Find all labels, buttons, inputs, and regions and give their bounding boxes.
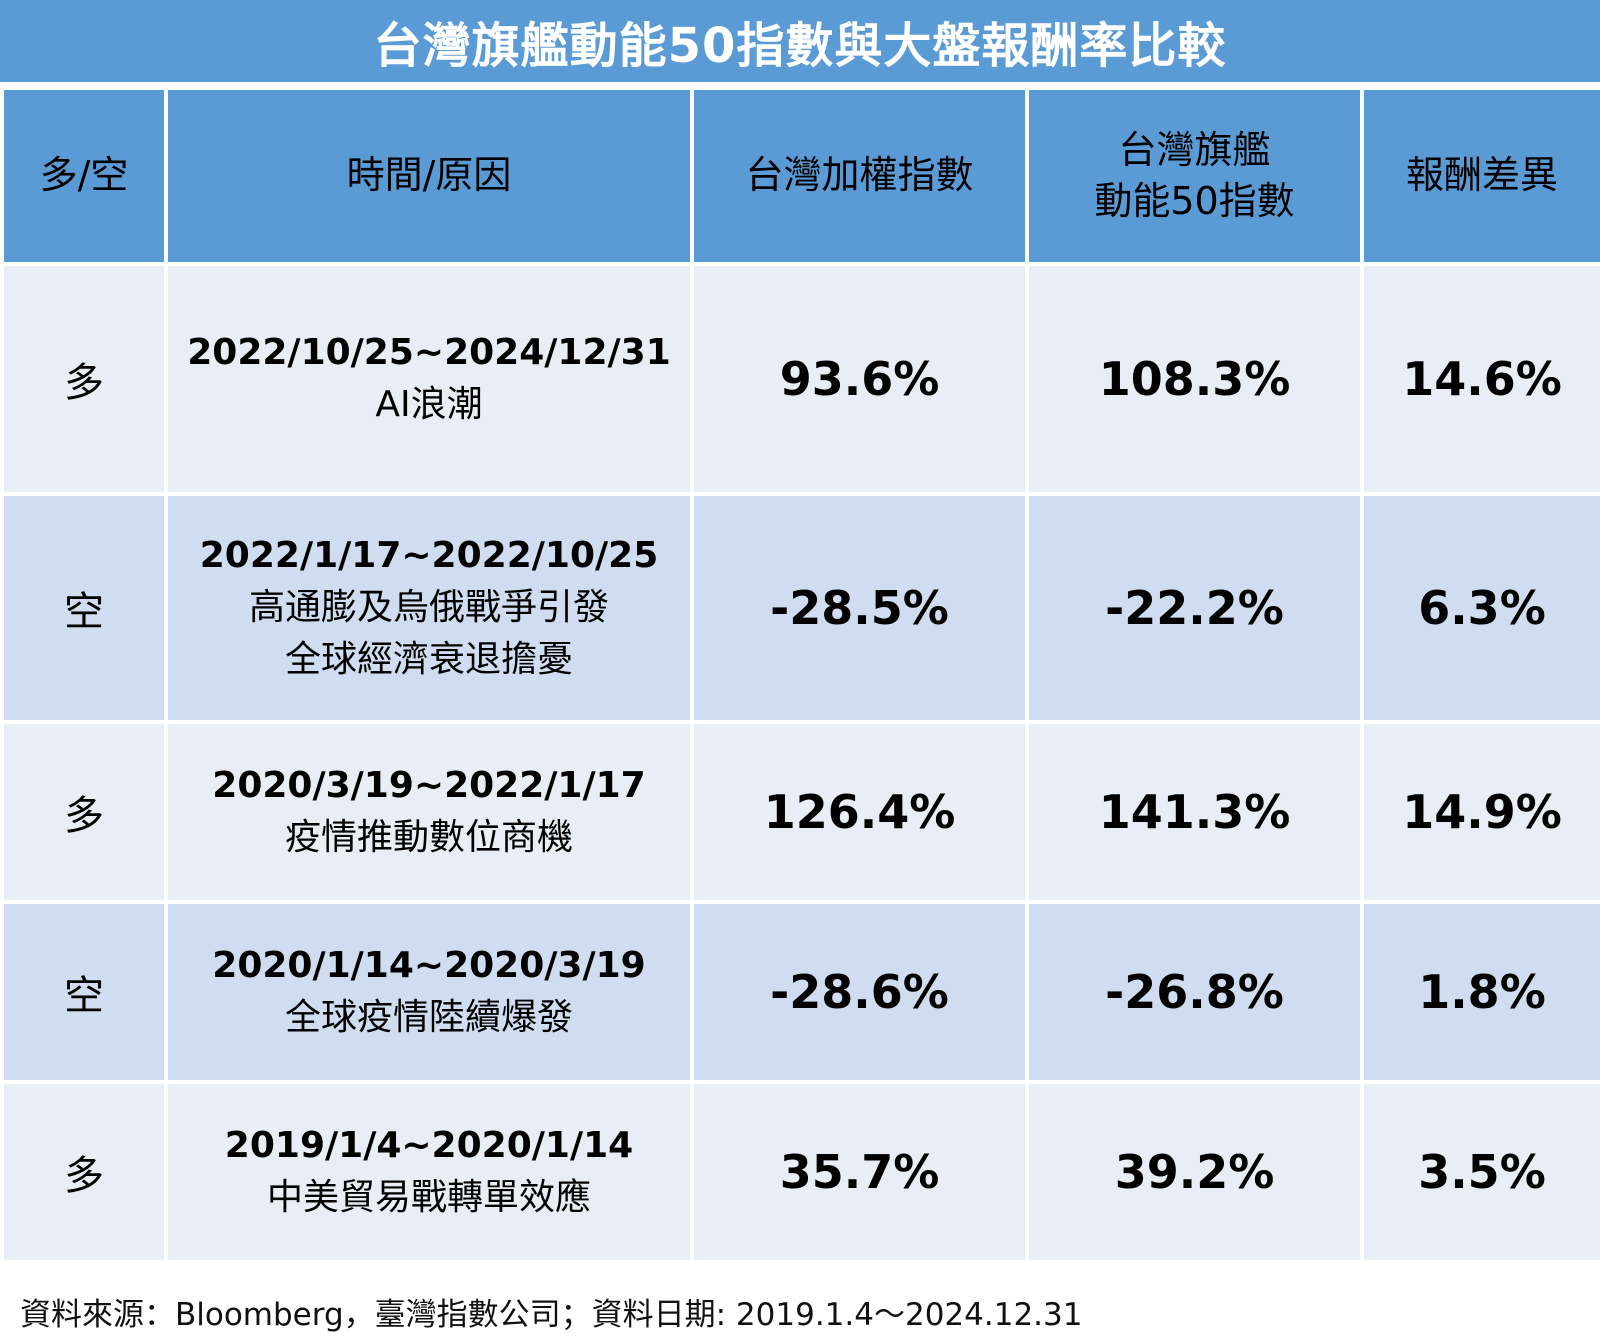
header-period: 時間/原因	[164, 86, 694, 266]
table-row: 多 2019/1/4~2020/1/14 中美貿易戰轉單效應 35.7% 39.…	[0, 1080, 1600, 1264]
period-cell: 2022/10/25~2024/12/31 AI浪潮	[164, 262, 694, 496]
period-cell: 2020/1/14~2020/3/19 全球疫情陸續爆發	[164, 900, 694, 1084]
table-row: 多 2022/10/25~2024/12/31 AI浪潮 93.6% 108.3…	[0, 262, 1600, 496]
period-reason: AI浪潮	[375, 384, 483, 425]
header-taiex: 台灣加權指數	[690, 86, 1029, 266]
return-diff-cell: 1.8%	[1360, 900, 1600, 1084]
period-reason: 全球疫情陸續爆發	[284, 997, 573, 1038]
period-date: 2020/3/19~2022/1/17	[212, 764, 646, 806]
direction-cell: 多	[0, 262, 168, 496]
period-cell: 2019/1/4~2020/1/14 中美貿易戰轉單效應	[164, 1080, 694, 1264]
direction-cell: 空	[0, 900, 168, 1084]
flagship-return-cell: 39.2%	[1025, 1080, 1364, 1264]
period-reason: 中美貿易戰轉單效應	[266, 1177, 591, 1218]
header-flagship-line2: 動能50指數	[1094, 179, 1295, 223]
header-diff: 報酬差異	[1360, 86, 1600, 266]
taiex-return-cell: 93.6%	[690, 262, 1029, 496]
period-date: 2022/1/17~2022/10/25	[199, 534, 659, 576]
flagship-return-cell: 108.3%	[1025, 262, 1364, 496]
period-date: 2019/1/4~2020/1/14	[224, 1124, 634, 1166]
return-diff-cell: 14.9%	[1360, 720, 1600, 904]
header-flagship: 台灣旗艦 動能50指數	[1025, 86, 1364, 266]
flagship-return-cell: -26.8%	[1025, 900, 1364, 1084]
table-row: 空 2020/1/14~2020/3/19 全球疫情陸續爆發 -28.6% -2…	[0, 900, 1600, 1084]
period-reason: 疫情推動數位商機	[284, 817, 573, 858]
direction-cell: 多	[0, 1080, 168, 1264]
flagship-return-cell: 141.3%	[1025, 720, 1364, 904]
return-diff-cell: 3.5%	[1360, 1080, 1600, 1264]
comparison-table: 多/空 時間/原因 台灣加權指數 台灣旗艦 動能50指數 報酬差異 多 2022…	[0, 86, 1600, 1264]
header-direction: 多/空	[0, 86, 168, 266]
header-row: 多/空 時間/原因 台灣加權指數 台灣旗艦 動能50指數 報酬差異	[0, 86, 1600, 266]
period-date: 2022/10/25~2024/12/31	[187, 331, 671, 373]
taiex-return-cell: 35.7%	[690, 1080, 1029, 1264]
return-diff-cell: 6.3%	[1360, 492, 1600, 724]
flagship-return-cell: -22.2%	[1025, 492, 1364, 724]
period-reason: 全球經濟衰退擔憂	[284, 639, 573, 681]
table-row: 多 2020/3/19~2022/1/17 疫情推動數位商機 126.4% 14…	[0, 720, 1600, 904]
header-flagship-line1: 台灣旗艦	[1118, 127, 1271, 172]
taiex-return-cell: -28.5%	[690, 492, 1029, 724]
table-row: 空 2022/1/17~2022/10/25 高通膨及烏俄戰爭引發 全球經濟衰退…	[0, 492, 1600, 724]
return-diff-cell: 14.6%	[1360, 262, 1600, 496]
taiex-return-cell: 126.4%	[690, 720, 1029, 904]
direction-cell: 多	[0, 720, 168, 904]
page-title: 台灣旗艦動能50指數與大盤報酬率比較	[0, 0, 1600, 82]
direction-cell: 空	[0, 492, 168, 724]
taiex-return-cell: -28.6%	[690, 900, 1029, 1084]
period-cell: 2022/1/17~2022/10/25 高通膨及烏俄戰爭引發 全球經濟衰退擔憂	[164, 492, 694, 724]
period-reason: 高通膨及烏俄戰爭引發	[248, 586, 609, 628]
source-footnote: 資料來源：Bloomberg，臺灣指數公司；資料日期: 2019.1.4～202…	[20, 1297, 1083, 1333]
period-date: 2020/1/14~2020/3/19	[212, 944, 646, 986]
period-cell: 2020/3/19~2022/1/17 疫情推動數位商機	[164, 720, 694, 904]
